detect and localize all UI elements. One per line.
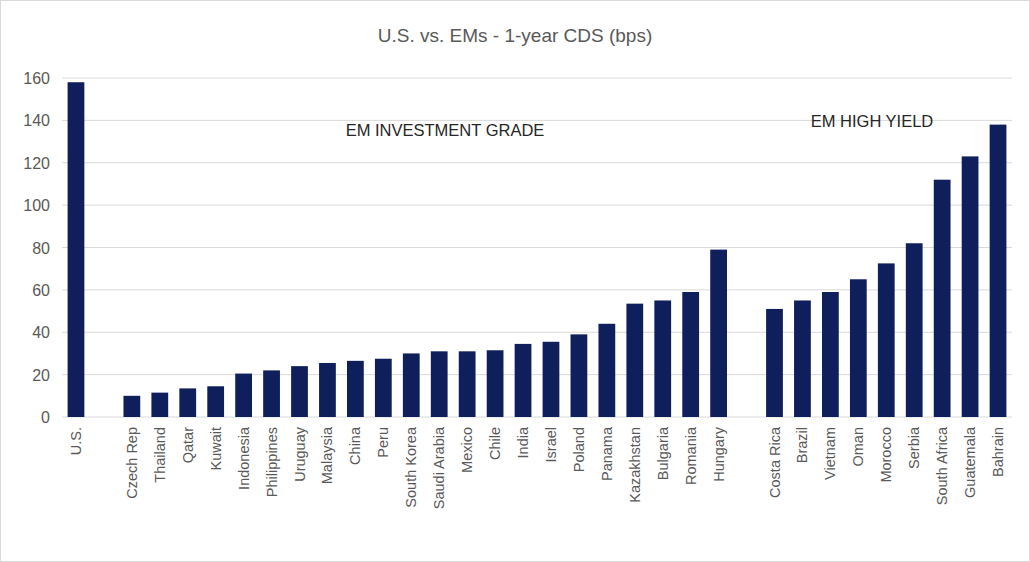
x-tick-label: India	[515, 426, 531, 458]
chart-svg: U.S. vs. EMs - 1-year CDS (bps) 0 20 40 60 80…	[0, 0, 1030, 562]
bar	[68, 82, 85, 417]
x-tick-label: Kazakhstan	[627, 427, 643, 503]
grid-line	[62, 289, 1012, 290]
x-tick-label: Philippines	[264, 427, 280, 497]
grid-line	[62, 162, 1012, 163]
x-tick-label: Indonesia	[236, 426, 252, 490]
x-tick-label: Bulgaria	[655, 426, 671, 480]
bars	[68, 82, 1007, 417]
y-tick-label: 80	[32, 240, 50, 257]
bar	[515, 344, 532, 417]
bar	[207, 386, 224, 417]
bar	[235, 374, 252, 417]
bar	[179, 388, 196, 417]
grid-line	[62, 205, 1012, 206]
x-tick-label: Poland	[571, 427, 587, 472]
x-tick-label: Panama	[599, 426, 615, 481]
x-tick-label: Bahrain	[990, 427, 1006, 477]
bar	[347, 361, 364, 417]
bar	[291, 366, 308, 417]
x-tick-label: Hungary	[711, 426, 727, 482]
x-tick-label: Israel	[543, 427, 559, 462]
x-tick-label: Vietnam	[822, 427, 838, 480]
bar	[263, 370, 280, 417]
bar	[878, 263, 895, 417]
bar	[598, 324, 615, 417]
bar	[571, 334, 588, 417]
y-tick-label: 60	[32, 282, 50, 299]
x-tick-label: Saudi Arabia	[431, 426, 447, 509]
x-tick-label: China	[347, 426, 363, 465]
x-tick-label: Uruguay	[292, 426, 308, 482]
x-tick-label: Guatemala	[962, 426, 978, 498]
bar	[459, 351, 476, 417]
bar	[906, 243, 923, 417]
bar	[487, 350, 504, 417]
y-tick-label: 100	[23, 197, 50, 214]
chart-border	[1, 1, 1030, 562]
bar	[934, 180, 951, 417]
bar	[682, 292, 699, 417]
bar	[766, 309, 783, 417]
y-tick-label: 40	[32, 324, 50, 341]
bar	[403, 353, 420, 417]
x-tick-label: Malaysia	[319, 426, 335, 484]
annotation: EM HIGH YIELD	[811, 112, 934, 130]
background	[0, 0, 1030, 562]
x-tick-label: South Africa	[934, 426, 950, 505]
bar	[710, 250, 727, 417]
x-tick-label: Mexico	[459, 427, 475, 473]
chart-container: U.S. vs. EMs - 1-year CDS (bps) 0 20 40 60 80…	[0, 0, 1030, 562]
bar	[431, 351, 448, 417]
bar	[822, 292, 839, 417]
y-tick-label: 160	[23, 70, 50, 87]
x-tick-label: Qatar	[180, 427, 196, 463]
x-tick-label: Brazil	[794, 427, 810, 463]
x-tick-label: Kuwait	[208, 427, 224, 471]
y-tick-label: 0	[41, 409, 50, 426]
x-tick-label: Chile	[487, 427, 503, 460]
bar	[626, 304, 643, 417]
x-tick-label: Serbia	[906, 426, 922, 469]
bar	[794, 300, 811, 417]
grid-line	[62, 247, 1012, 248]
bar	[990, 125, 1007, 417]
x-tick-label: U.S.	[68, 427, 84, 455]
x-tick-label: Czech Rep	[124, 427, 140, 499]
bar	[151, 393, 168, 417]
annotation: EM INVESTMENT GRADE	[346, 121, 545, 139]
bar	[319, 363, 336, 417]
grid-line	[62, 374, 1012, 375]
grid-line	[62, 332, 1012, 333]
grid-line	[62, 78, 1012, 79]
x-tick-label: South Korea	[403, 426, 419, 508]
x-tick-label: Romania	[683, 426, 699, 485]
bar	[850, 279, 867, 417]
bar	[654, 300, 671, 417]
y-tick-label: 120	[23, 155, 50, 172]
y-tick-label: 20	[32, 367, 50, 384]
y-tick-label: 140	[23, 112, 50, 129]
title: U.S. vs. EMs - 1-year CDS (bps)	[378, 25, 653, 46]
x-tick-label: Costa Rica	[767, 426, 783, 498]
x-tick-label: Thailand	[152, 427, 168, 483]
grid-line	[62, 417, 1012, 418]
x-tick-label: Morocco	[878, 427, 894, 483]
bar	[962, 156, 979, 417]
x-tick-label: Peru	[375, 427, 391, 458]
grid	[62, 78, 1012, 417]
bar	[123, 396, 140, 417]
bar	[543, 342, 560, 417]
bar	[375, 359, 392, 417]
x-tick-label: Oman	[850, 427, 866, 467]
